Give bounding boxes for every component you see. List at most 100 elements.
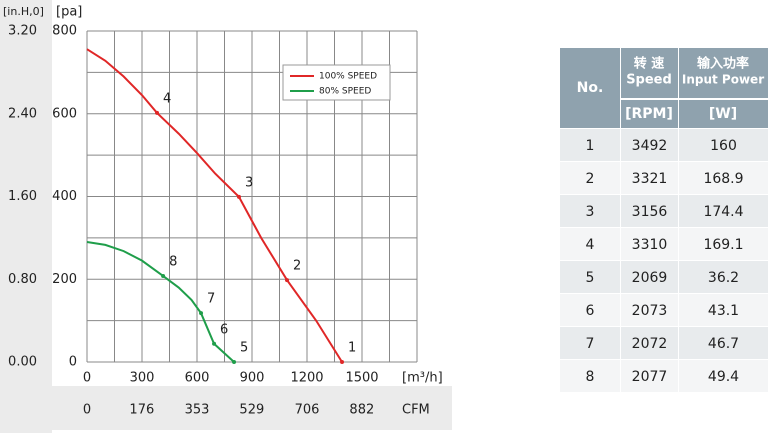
y2-axis-label: [in.H,0] bbox=[3, 5, 44, 18]
x2-axis-label: CFM bbox=[402, 403, 430, 418]
table-header-cell bbox=[621, 48, 678, 98]
point-label: 4 bbox=[163, 91, 171, 106]
table-cell bbox=[621, 327, 678, 359]
point-marker bbox=[285, 278, 290, 283]
table-cell bbox=[621, 162, 678, 194]
x-tick-label: 600 bbox=[185, 371, 210, 386]
table-cell bbox=[679, 228, 768, 260]
table-cell-text: 7 bbox=[586, 336, 595, 352]
table-cell bbox=[679, 327, 768, 359]
y-tick-label: 800 bbox=[52, 24, 77, 39]
table-cell bbox=[560, 261, 620, 293]
point-label: 2 bbox=[293, 259, 301, 274]
y-axis-label: [pa] bbox=[56, 5, 82, 20]
table-header: [RPM] bbox=[625, 106, 673, 122]
point-marker bbox=[340, 360, 345, 364]
table-cell bbox=[679, 261, 768, 293]
table-header: 转 速 bbox=[634, 56, 665, 72]
point-marker bbox=[232, 360, 237, 364]
table-cell-text: 160 bbox=[710, 138, 737, 154]
table-cell-text: 5 bbox=[586, 270, 595, 286]
point-marker bbox=[199, 311, 204, 316]
y-tick-label: 400 bbox=[52, 189, 77, 204]
x2-tick-label: 882 bbox=[349, 403, 374, 418]
x-tick-label: 1500 bbox=[345, 371, 378, 386]
y2-tick-label: 1.60 bbox=[8, 189, 37, 204]
x-tick-label: 1200 bbox=[290, 371, 323, 386]
table-header: 输入功率 bbox=[697, 56, 749, 72]
table-cell-text: 4 bbox=[586, 237, 595, 253]
table-cell bbox=[560, 228, 620, 260]
point-label: 6 bbox=[220, 322, 228, 337]
table-cell bbox=[560, 294, 620, 326]
y2-tick-label: 3.20 bbox=[8, 24, 37, 39]
point-label: 5 bbox=[240, 341, 248, 356]
table-cell-text: 43.1 bbox=[708, 303, 739, 319]
cfm-strip bbox=[52, 386, 452, 430]
table-cell bbox=[560, 162, 620, 194]
table-cell bbox=[560, 129, 620, 161]
x-axis-label: [m³/h] bbox=[402, 371, 443, 386]
table-cell-text: 168.9 bbox=[703, 171, 743, 187]
table-cell-text: 3492 bbox=[632, 138, 668, 154]
table-cell-text: 3310 bbox=[632, 237, 668, 253]
legend-label: 80% SPEED bbox=[319, 87, 371, 97]
table-cell-text: 174.4 bbox=[703, 204, 743, 220]
table-cell-text: 3 bbox=[586, 204, 595, 220]
point-label: 3 bbox=[245, 175, 253, 190]
x2-tick-label: 0 bbox=[83, 403, 91, 418]
y-tick-label: 600 bbox=[52, 106, 77, 121]
point-marker bbox=[212, 341, 217, 346]
table-cell-text: 2069 bbox=[632, 270, 668, 286]
table-cell bbox=[621, 294, 678, 326]
table-cell-text: 2073 bbox=[632, 303, 668, 319]
table-header: Input Power bbox=[682, 73, 764, 87]
table-cell bbox=[560, 327, 620, 359]
x-tick-label: 900 bbox=[240, 371, 265, 386]
table-cell-text: 49.4 bbox=[708, 369, 739, 385]
table-cell-text: 46.7 bbox=[708, 336, 739, 352]
x2-tick-label: 176 bbox=[129, 403, 154, 418]
table-cell bbox=[621, 228, 678, 260]
table-cell bbox=[679, 195, 768, 227]
table-header: Speed bbox=[626, 73, 672, 88]
y2-tick-label: 0.80 bbox=[8, 272, 37, 287]
table-cell bbox=[560, 195, 620, 227]
x2-tick-label: 353 bbox=[185, 403, 210, 418]
point-label: 1 bbox=[348, 341, 356, 356]
table-cell bbox=[679, 162, 768, 194]
table-cell bbox=[679, 129, 768, 161]
y2-tick-label: 2.40 bbox=[8, 106, 37, 121]
x2-tick-label: 706 bbox=[295, 403, 320, 418]
y2-tick-label: 0.00 bbox=[8, 355, 37, 370]
y-tick-label: 200 bbox=[52, 272, 77, 287]
point-label: 8 bbox=[169, 254, 177, 269]
x-tick-label: 0 bbox=[83, 371, 91, 386]
table-cell bbox=[621, 195, 678, 227]
point-marker bbox=[236, 194, 241, 199]
table-cell-text: 2072 bbox=[632, 336, 668, 352]
point-label: 7 bbox=[207, 292, 215, 307]
table-header: No. bbox=[577, 80, 604, 96]
table-cell-text: 3156 bbox=[632, 204, 668, 220]
x2-tick-label: 529 bbox=[239, 403, 264, 418]
table-cell bbox=[560, 360, 620, 392]
table-cell bbox=[621, 129, 678, 161]
table-cell-text: 8 bbox=[586, 369, 595, 385]
table-cell-text: 1 bbox=[586, 138, 595, 154]
table-header: [W] bbox=[709, 106, 737, 122]
legend-box bbox=[282, 64, 391, 101]
left-panel bbox=[0, 0, 52, 433]
table-cell-text: 3321 bbox=[632, 171, 668, 187]
table-cell bbox=[621, 261, 678, 293]
table-cell bbox=[621, 360, 678, 392]
table-cell-text: 36.2 bbox=[708, 270, 739, 286]
table-cell-text: 2077 bbox=[632, 369, 668, 385]
table-header-cell bbox=[621, 100, 678, 128]
table-header-cell bbox=[679, 48, 768, 98]
table-cell-text: 169.1 bbox=[703, 237, 743, 253]
table-cell bbox=[679, 294, 768, 326]
table-cell-text: 6 bbox=[586, 303, 595, 319]
table-header-cell bbox=[560, 48, 620, 128]
